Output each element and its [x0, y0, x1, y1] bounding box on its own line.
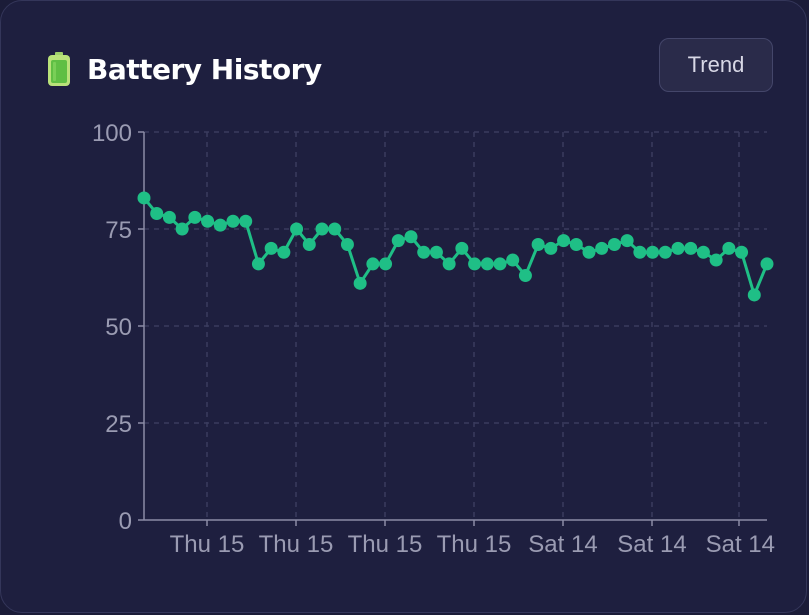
x-tick-label: Sat 14	[617, 531, 686, 558]
data-point	[302, 238, 316, 252]
data-point	[531, 238, 545, 252]
chart-axes	[138, 131, 767, 526]
data-point	[455, 241, 469, 255]
data-point	[201, 214, 215, 228]
data-point	[213, 218, 227, 232]
data-point	[658, 245, 672, 259]
y-tick-label: 100	[92, 120, 132, 147]
y-tick-label: 25	[105, 411, 132, 438]
data-point	[162, 210, 176, 224]
data-point	[353, 276, 367, 290]
y-tick-label: 50	[105, 314, 132, 341]
data-point	[442, 257, 456, 271]
y-tick-label: 75	[105, 217, 132, 244]
data-point	[379, 257, 393, 271]
data-point	[404, 230, 418, 244]
data-point	[290, 222, 304, 236]
chart-grid	[144, 131, 767, 520]
data-point	[340, 238, 354, 252]
data-point	[760, 257, 774, 271]
card-title: Battery History	[87, 52, 322, 86]
data-point	[239, 214, 253, 228]
data-point	[468, 257, 482, 271]
data-point	[391, 234, 405, 248]
data-point	[722, 241, 736, 255]
data-point	[175, 222, 189, 236]
data-point	[544, 241, 558, 255]
data-point	[137, 191, 151, 205]
y-tick-label: 0	[119, 508, 132, 535]
x-tick-label: Thu 15	[259, 531, 334, 558]
data-point	[518, 269, 532, 283]
data-point	[150, 206, 164, 220]
data-point	[315, 222, 329, 236]
data-point	[226, 214, 240, 228]
data-point	[429, 245, 443, 259]
data-point	[251, 257, 265, 271]
data-point	[493, 257, 507, 271]
data-point	[747, 288, 761, 302]
card-header: Battery History	[47, 49, 322, 89]
data-point	[188, 210, 202, 224]
data-point	[620, 234, 634, 248]
data-point	[480, 257, 494, 271]
data-point	[417, 245, 431, 259]
data-point	[569, 238, 583, 252]
data-point	[633, 245, 647, 259]
x-tick-label: Thu 15	[437, 531, 512, 558]
x-tick-label: Thu 15	[170, 531, 245, 558]
data-point	[696, 245, 710, 259]
data-point	[646, 245, 660, 259]
chart-tick-labels: 0 25 50 75 100 Thu 15 Thu 15 Thu 15 Thu 15 Sat 14…	[92, 120, 775, 558]
data-point	[277, 245, 291, 259]
data-point	[607, 238, 621, 252]
battery-icon	[48, 52, 70, 86]
data-point	[264, 241, 278, 255]
x-tick-label: Sat 14	[528, 531, 597, 558]
trend-button[interactable]: Trend	[659, 38, 773, 92]
data-point	[595, 241, 609, 255]
x-tick-label: Sat 14	[706, 531, 775, 558]
x-tick-label: Thu 15	[348, 531, 423, 558]
data-point	[506, 253, 520, 267]
data-point	[671, 241, 685, 255]
data-point	[328, 222, 342, 236]
data-point	[366, 257, 380, 271]
data-point	[684, 241, 698, 255]
chart-series	[137, 191, 774, 302]
data-point	[557, 234, 571, 248]
data-point	[735, 245, 749, 259]
data-point	[709, 253, 723, 267]
data-point	[582, 245, 596, 259]
